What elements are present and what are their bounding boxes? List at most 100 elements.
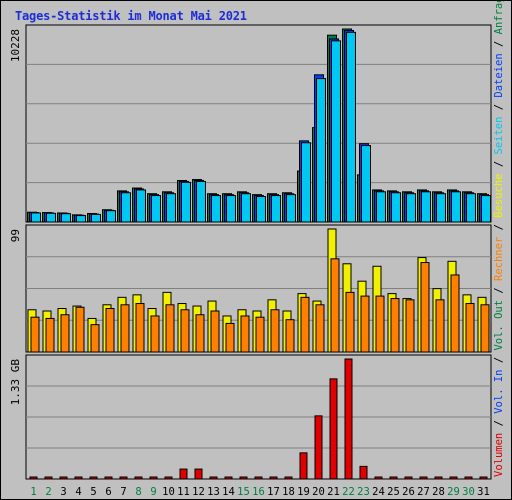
x-tick-label-17: 17 — [267, 486, 280, 498]
legend-separator: / — [493, 351, 505, 370]
bar-rechner-day-2 — [45, 317, 55, 353]
x-tick-label-10: 10 — [162, 486, 175, 498]
bar-seiten-day-20 — [316, 78, 326, 223]
bar-rechner-day-7 — [120, 304, 130, 353]
x-tick-label-9: 9 — [150, 486, 156, 498]
x-tick-label-5: 5 — [90, 486, 96, 498]
x-tick-label-21: 21 — [327, 486, 340, 498]
bar-rechner-day-14 — [225, 322, 235, 353]
legend-separator: / — [493, 98, 505, 117]
bar-seiten-day-7 — [121, 192, 131, 223]
x-tick-label-28: 28 — [432, 486, 445, 498]
bar-rechner-day-20 — [315, 304, 325, 353]
bar-volumen-day-20 — [314, 415, 323, 480]
bar-volumen-day-28 — [434, 476, 443, 480]
legend-item-besuche: Besuche — [493, 173, 505, 217]
bar-volumen-day-18 — [284, 476, 293, 480]
bar-rechner-day-8 — [135, 303, 145, 353]
bar-volumen-day-7 — [119, 476, 128, 480]
bar-volumen-day-8 — [134, 476, 143, 480]
bar-seiten-day-9 — [151, 195, 161, 223]
bar-rechner-day-21 — [330, 258, 340, 353]
bar-seiten-day-26 — [406, 193, 416, 223]
bar-seiten-day-21 — [331, 40, 341, 223]
x-tick-label-27: 27 — [417, 486, 430, 498]
bar-seiten-day-14 — [226, 195, 236, 223]
legend-item-vol-in: Vol. In — [493, 370, 505, 414]
bar-volumen-day-5 — [89, 476, 98, 480]
bar-volumen-day-14 — [224, 476, 233, 480]
bar-seiten-day-18 — [286, 194, 296, 223]
bar-seiten-day-22 — [346, 31, 356, 223]
x-tick-label-4: 4 — [75, 486, 81, 498]
legend-separator: / — [493, 34, 505, 53]
x-tick-label-25: 25 — [387, 486, 400, 498]
bar-volumen-day-29 — [449, 476, 458, 480]
legend-separator: / — [493, 155, 505, 174]
bar-volumen-day-11 — [179, 468, 188, 480]
bar-seiten-day-6 — [106, 210, 116, 223]
bar-rechner-day-17 — [270, 309, 280, 353]
right-legend: Volumen / Vol. In / Vol. Out / Rechner /… — [493, 1, 505, 477]
bar-seiten-day-2 — [46, 212, 56, 223]
y-max-label: 10228 — [9, 29, 22, 62]
bar-rechner-day-3 — [60, 314, 70, 353]
bar-seiten-day-24 — [376, 191, 386, 223]
bar-volumen-day-19 — [299, 452, 308, 480]
bar-seiten-day-10 — [166, 193, 176, 223]
bar-volumen-day-27 — [419, 476, 428, 480]
x-tick-label-12: 12 — [192, 486, 205, 498]
legend-item-vol-out: Vol. Out — [493, 300, 505, 351]
bar-volumen-day-3 — [59, 476, 68, 480]
bar-volumen-day-9 — [149, 476, 158, 480]
bar-seiten-day-19 — [301, 142, 311, 223]
x-tick-label-3: 3 — [60, 486, 66, 498]
legend-separator: / — [493, 218, 505, 237]
bar-seiten-day-12 — [196, 180, 206, 223]
bar-rechner-day-18 — [285, 319, 295, 353]
y-max-label: 1.33 GB — [9, 359, 22, 406]
bar-rechner-day-16 — [255, 316, 265, 353]
bar-seiten-day-1 — [31, 212, 41, 223]
right-legend-text: Volumen / Vol. In / Vol. Out / Rechner /… — [493, 1, 505, 477]
bar-seiten-day-28 — [436, 193, 446, 223]
bar-seiten-day-15 — [241, 193, 251, 223]
bar-rechner-day-10 — [165, 304, 175, 353]
bar-volumen-day-17 — [269, 476, 278, 480]
bar-volumen-day-15 — [239, 476, 248, 480]
bar-rechner-day-13 — [210, 310, 220, 353]
bar-seiten-day-5 — [91, 213, 101, 223]
bar-rechner-day-28 — [435, 299, 445, 353]
chart-title: Tages-Statistik im Monat Mai 2021 — [15, 9, 247, 23]
bar-volumen-day-12 — [194, 468, 203, 480]
x-tick-label-13: 13 — [207, 486, 220, 498]
bar-volumen-day-22 — [344, 358, 353, 480]
chart-panels — [25, 24, 492, 480]
bar-volumen-day-21 — [329, 378, 338, 480]
x-tick-label-26: 26 — [402, 486, 415, 498]
x-tick-label-1: 1 — [30, 486, 36, 498]
bar-rechner-day-12 — [195, 314, 205, 353]
bar-seiten-day-31 — [481, 195, 491, 223]
bar-volumen-day-2 — [44, 476, 53, 480]
bar-rechner-day-4 — [75, 306, 85, 353]
bar-seiten-day-3 — [61, 213, 71, 223]
bar-volumen-day-31 — [479, 476, 488, 480]
legend-item-seiten: Seiten — [493, 117, 505, 155]
bar-rechner-day-29 — [450, 274, 460, 353]
x-tick-label-22: 22 — [342, 486, 355, 498]
bar-rechner-day-11 — [180, 309, 190, 353]
x-tick-label-24: 24 — [372, 486, 385, 498]
legend-separator: / — [493, 281, 505, 300]
bar-rechner-day-26 — [405, 299, 415, 353]
bar-seiten-day-30 — [466, 193, 476, 223]
bar-rechner-day-1 — [30, 316, 40, 353]
bar-rechner-day-23 — [360, 295, 370, 353]
bar-rechner-day-25 — [390, 298, 400, 353]
x-tick-label-18: 18 — [282, 486, 295, 498]
x-tick-label-7: 7 — [120, 486, 126, 498]
bar-volumen-day-6 — [104, 476, 113, 480]
bar-volumen-day-1 — [29, 476, 38, 480]
